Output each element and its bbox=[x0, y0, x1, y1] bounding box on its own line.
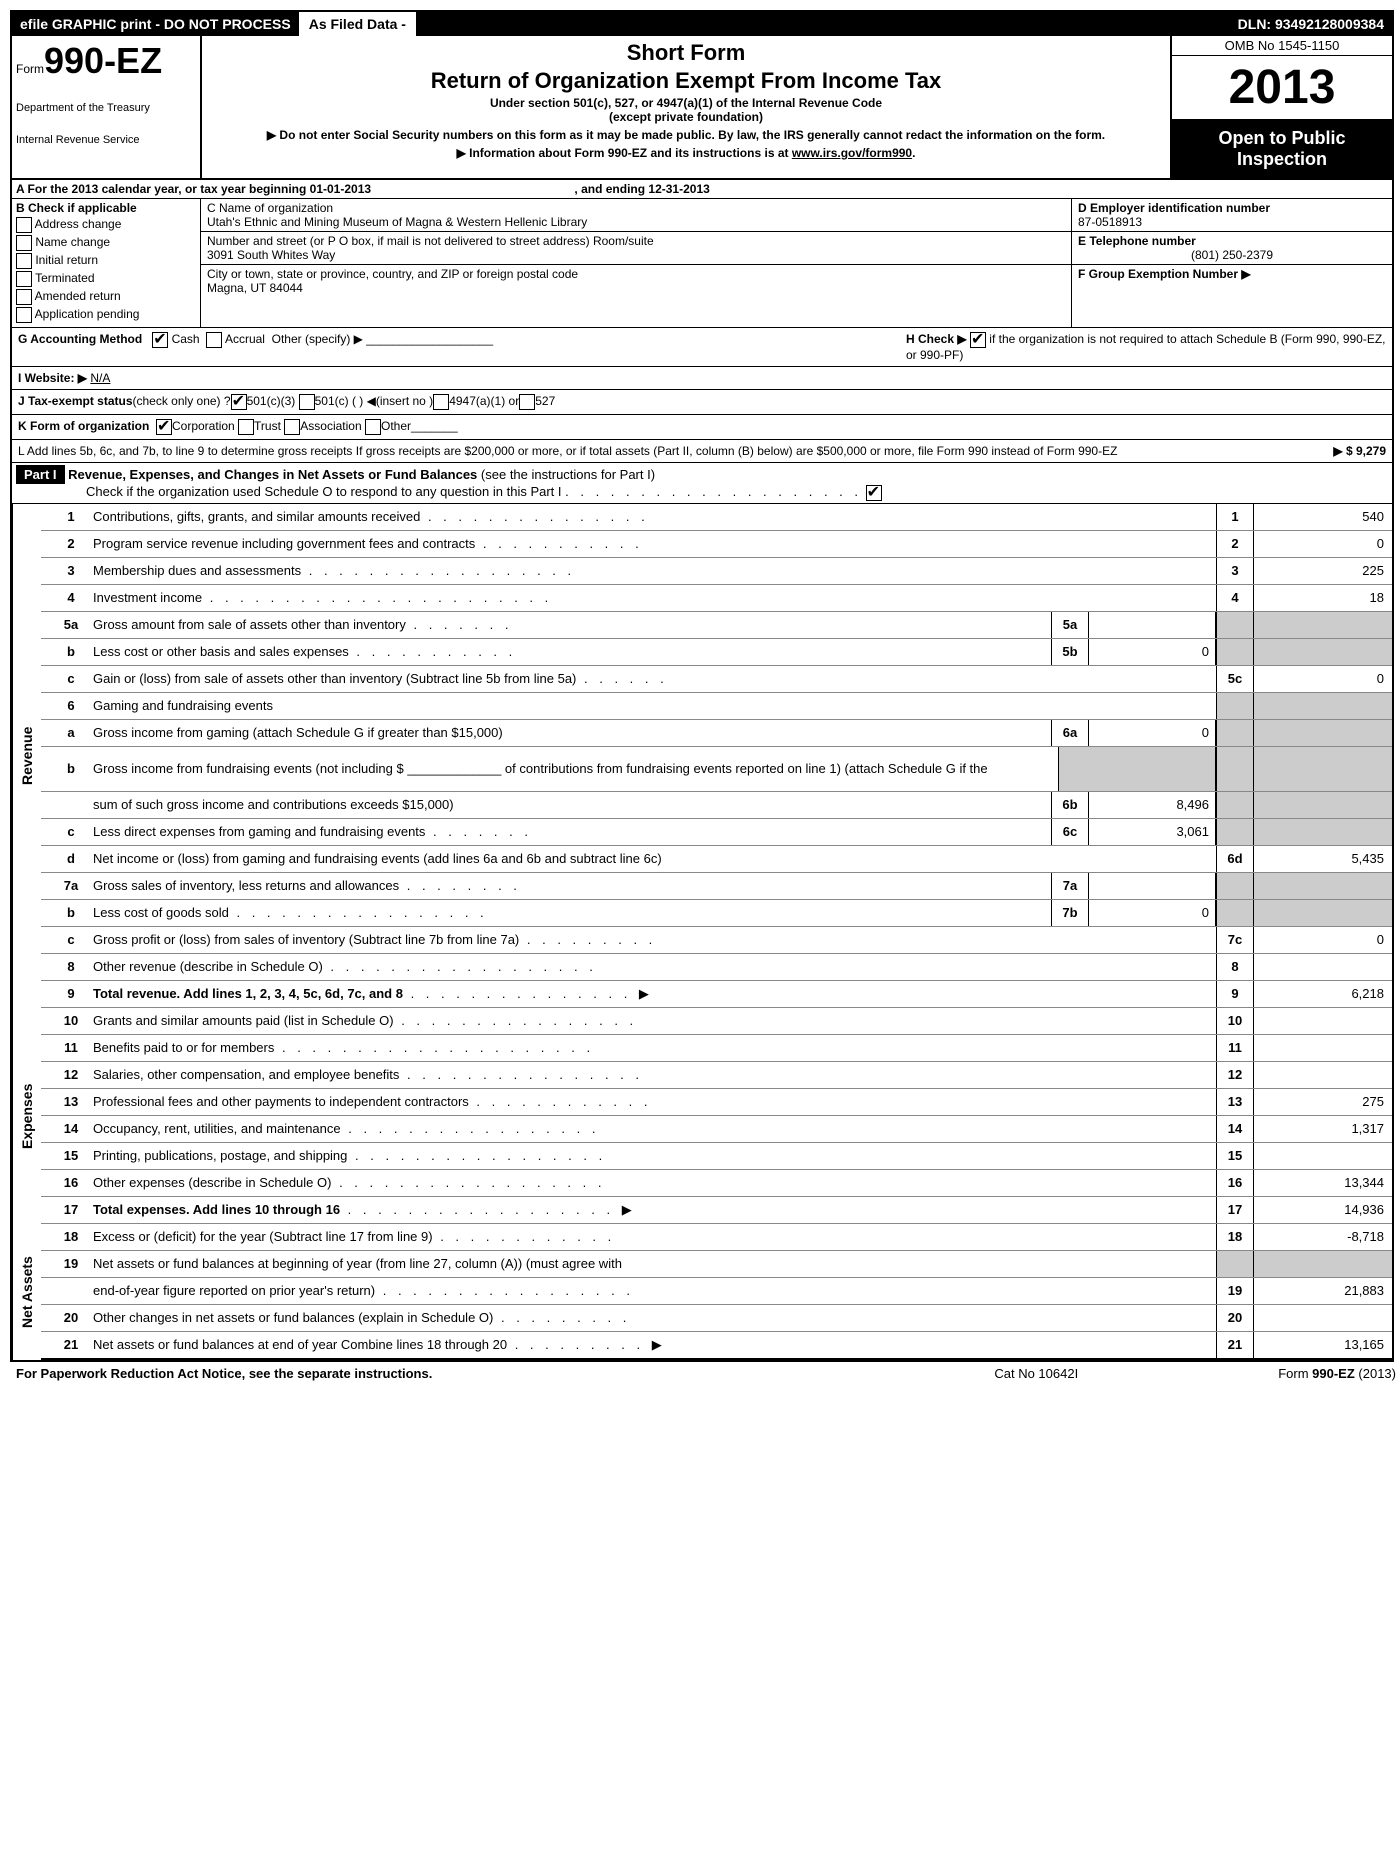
ck-4947[interactable] bbox=[433, 394, 449, 410]
net-assets-section: Net Assets 18Excess or (deficit) for the… bbox=[12, 1224, 1392, 1360]
ein-row: D Employer identification number 87-0518… bbox=[1072, 199, 1392, 232]
ck-amended[interactable]: Amended return bbox=[16, 289, 196, 305]
val-18: -8,718 bbox=[1254, 1224, 1392, 1250]
val-13: 275 bbox=[1254, 1089, 1392, 1115]
expenses-label: Expenses bbox=[12, 1008, 41, 1224]
ck-cash[interactable] bbox=[152, 332, 168, 348]
as-filed: As Filed Data - bbox=[299, 12, 436, 36]
form-version: Form 990-EZ (2013) bbox=[1278, 1366, 1396, 1381]
val-6b: 8,496 bbox=[1089, 792, 1216, 818]
ssn-warning: ▶ Do not enter Social Security numbers o… bbox=[206, 128, 1166, 142]
val-5c: 0 bbox=[1254, 666, 1392, 692]
omb-number: OMB No 1545-1150 bbox=[1172, 36, 1392, 56]
header-left: Form990-EZ Department of the Treasury In… bbox=[12, 36, 202, 178]
org-name: Utah's Ethnic and Mining Museum of Magna… bbox=[207, 215, 1065, 229]
return-title: Return of Organization Exempt From Incom… bbox=[206, 68, 1166, 94]
ck-assoc[interactable] bbox=[284, 419, 300, 435]
col-c: C Name of organization Utah's Ethnic and… bbox=[201, 199, 1072, 327]
form-number: 990-EZ bbox=[44, 40, 162, 81]
val-2: 0 bbox=[1254, 531, 1392, 557]
dln: DLN: 93492128009384 bbox=[1230, 12, 1392, 36]
tax-year: 2013 bbox=[1172, 56, 1392, 120]
ck-initial[interactable]: Initial return bbox=[16, 253, 196, 269]
group-exemption: F Group Exemption Number ▶ bbox=[1072, 265, 1392, 283]
ck-name[interactable]: Name change bbox=[16, 235, 196, 251]
header-right: OMB No 1545-1150 2013 Open to Public Ins… bbox=[1170, 36, 1392, 178]
org-address: 3091 South Whites Way bbox=[207, 248, 1065, 262]
form-label: Form bbox=[16, 62, 44, 76]
row-k: K Form of organization Corporation Trust… bbox=[12, 415, 1392, 440]
val-9: 6,218 bbox=[1254, 981, 1392, 1007]
ck-other-org[interactable] bbox=[365, 419, 381, 435]
header: Form990-EZ Department of the Treasury In… bbox=[12, 36, 1392, 180]
net-assets-label: Net Assets bbox=[12, 1224, 41, 1360]
efile-notice: efile GRAPHIC print - DO NOT PROCESS bbox=[12, 12, 299, 36]
val-19: 21,883 bbox=[1254, 1278, 1392, 1304]
expenses-section: Expenses 10Grants and similar amounts pa… bbox=[12, 1008, 1392, 1224]
val-21: 13,165 bbox=[1254, 1332, 1392, 1358]
info-link-line: ▶ Information about Form 990-EZ and its … bbox=[206, 146, 1166, 160]
gross-receipts: ▶ $ 9,279 bbox=[1333, 444, 1386, 458]
ck-schedule-b[interactable] bbox=[970, 332, 986, 348]
ck-527[interactable] bbox=[519, 394, 535, 410]
cat-no: Cat No 10642I bbox=[994, 1366, 1078, 1381]
phone: (801) 250-2379 bbox=[1078, 248, 1386, 262]
revenue-section: Revenue 1Contributions, gifts, grants, a… bbox=[12, 504, 1392, 1008]
val-14: 1,317 bbox=[1254, 1116, 1392, 1142]
ck-terminated[interactable]: Terminated bbox=[16, 271, 196, 287]
phone-row: E Telephone number (801) 250-2379 bbox=[1072, 232, 1392, 265]
dept-treasury: Department of the Treasury bbox=[16, 102, 196, 114]
val-5b: 0 bbox=[1089, 639, 1216, 665]
part-i-label: Part I bbox=[16, 465, 65, 484]
website: N/A bbox=[90, 371, 110, 385]
ck-pending[interactable]: Application pending bbox=[16, 307, 196, 323]
row-l: L Add lines 5b, 6c, and 7b, to line 9 to… bbox=[12, 440, 1392, 463]
val-3: 225 bbox=[1254, 558, 1392, 584]
val-4: 18 bbox=[1254, 585, 1392, 611]
val-7c: 0 bbox=[1254, 927, 1392, 953]
ck-501c3[interactable] bbox=[231, 394, 247, 410]
under-section: Under section 501(c), 527, or 4947(a)(1)… bbox=[206, 96, 1166, 110]
ck-schedule-o[interactable] bbox=[866, 485, 882, 501]
val-6c: 3,061 bbox=[1089, 819, 1216, 845]
row-g-h: G Accounting Method Cash Accrual Other (… bbox=[12, 328, 1392, 367]
part-i-header: Part I Revenue, Expenses, and Changes in… bbox=[12, 463, 1392, 504]
ck-trust[interactable] bbox=[238, 419, 254, 435]
ck-accrual[interactable] bbox=[206, 332, 222, 348]
org-name-row: C Name of organization Utah's Ethnic and… bbox=[201, 199, 1071, 232]
row-i: I Website: ▶ N/A bbox=[12, 367, 1392, 390]
val-16: 13,344 bbox=[1254, 1170, 1392, 1196]
form-990ez: efile GRAPHIC print - DO NOT PROCESS As … bbox=[10, 10, 1394, 1362]
except-text: (except private foundation) bbox=[206, 110, 1166, 124]
org-city: Magna, UT 84044 bbox=[207, 281, 1065, 295]
val-7b: 0 bbox=[1089, 900, 1216, 926]
paperwork-notice: For Paperwork Reduction Act Notice, see … bbox=[16, 1366, 432, 1381]
info-grid: B Check if applicable Address change Nam… bbox=[12, 199, 1392, 328]
header-mid: Short Form Return of Organization Exempt… bbox=[202, 36, 1170, 178]
irs-link[interactable]: www.irs.gov/form990 bbox=[792, 146, 912, 160]
revenue-label: Revenue bbox=[12, 504, 41, 1008]
open-public: Open to Public Inspection bbox=[1172, 120, 1392, 178]
footer: For Paperwork Reduction Act Notice, see … bbox=[10, 1362, 1400, 1385]
top-bar: efile GRAPHIC print - DO NOT PROCESS As … bbox=[12, 12, 1392, 36]
org-addr-row: Number and street (or P O box, if mail i… bbox=[201, 232, 1071, 265]
short-form-title: Short Form bbox=[206, 40, 1166, 66]
row-j: J Tax-exempt status(check only one) ? 50… bbox=[12, 390, 1392, 415]
ck-corp[interactable] bbox=[156, 419, 172, 435]
val-6d: 5,435 bbox=[1254, 846, 1392, 872]
ck-address[interactable]: Address change bbox=[16, 217, 196, 233]
section-a: A For the 2013 calendar year, or tax yea… bbox=[12, 180, 1392, 199]
val-1: 540 bbox=[1254, 504, 1392, 530]
ein: 87-0518913 bbox=[1078, 215, 1386, 229]
ck-501c[interactable] bbox=[299, 394, 315, 410]
val-17: 14,936 bbox=[1254, 1197, 1392, 1223]
col-b-title: B Check if applicable bbox=[16, 201, 196, 215]
val-6a: 0 bbox=[1089, 720, 1216, 746]
org-city-row: City or town, state or province, country… bbox=[201, 265, 1071, 297]
dept-irs: Internal Revenue Service bbox=[16, 134, 196, 146]
col-b: B Check if applicable Address change Nam… bbox=[12, 199, 201, 327]
col-def: D Employer identification number 87-0518… bbox=[1072, 199, 1392, 327]
